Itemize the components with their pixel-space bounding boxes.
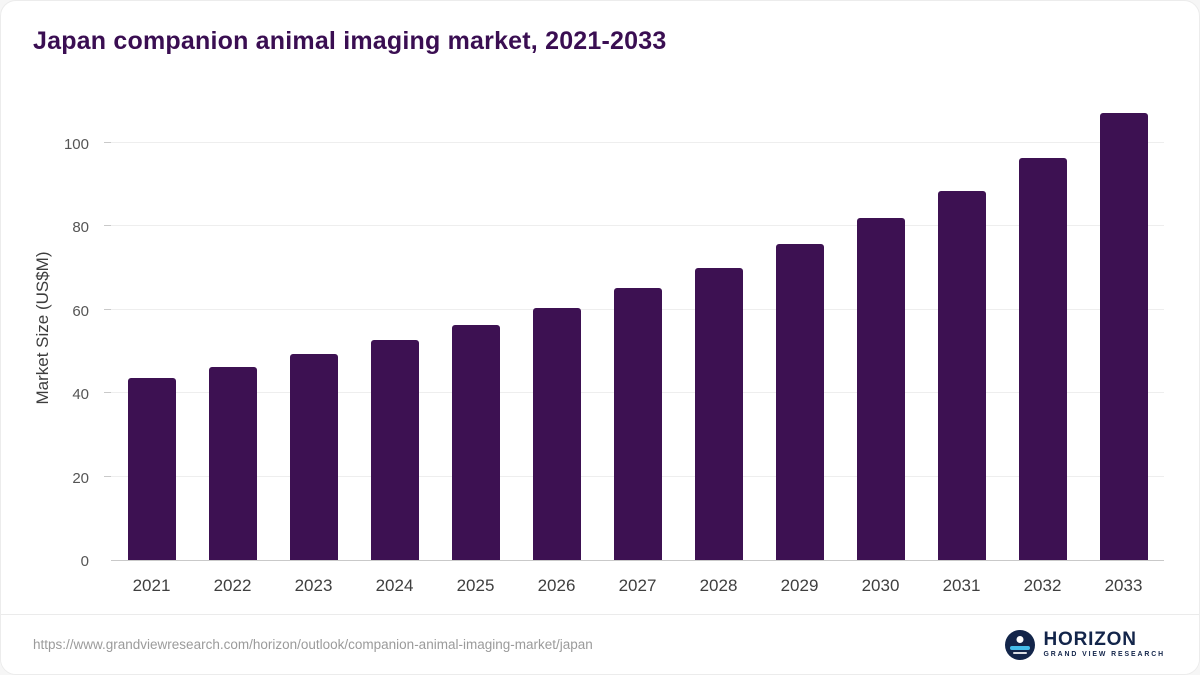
y-tick-mark: [104, 392, 111, 394]
y-axis-tick-labels: 0 20 40 60 80 100: [51, 96, 101, 570]
y-tick-mark: [104, 308, 111, 310]
y-tick-mark: [104, 142, 111, 143]
bar-2022[interactable]: [208, 367, 257, 560]
gridline: [111, 225, 1164, 227]
x-tick-label: 2026: [537, 576, 576, 595]
horizon-line2-icon: [1012, 651, 1027, 654]
x-tick-label: 2027: [618, 576, 657, 595]
y-tick-label: 40: [72, 386, 89, 404]
y-tick-label: 60: [72, 302, 89, 320]
chart-title: Japan companion animal imaging market, 2…: [33, 27, 667, 55]
bar-column: [921, 96, 1002, 560]
brand-subtitle: GRAND VIEW RESEARCH: [1043, 651, 1165, 659]
y-axis-title: Market Size (US$M): [33, 251, 52, 405]
y-tick-label: 80: [72, 219, 89, 237]
x-tick-label: 2029: [780, 576, 819, 595]
x-tick-label: 2033: [1104, 576, 1143, 595]
bar-column: [273, 96, 354, 560]
brand-name: HORIZON: [1043, 629, 1137, 651]
y-tick-label: 20: [72, 469, 89, 487]
bar-column: [1002, 96, 1083, 560]
y-tick-mark: [104, 225, 111, 227]
bar-2032[interactable]: [1018, 158, 1067, 560]
x-tick-label: 2031: [942, 576, 981, 595]
bar-column: [354, 96, 435, 560]
bar-2023[interactable]: [289, 354, 338, 560]
footer: https://www.grandviewresearch.com/horizo…: [1, 614, 1199, 674]
x-tick-label: 2023: [294, 576, 333, 595]
bar-2026[interactable]: [532, 307, 581, 560]
bar-column: [516, 96, 597, 560]
bar-column: [840, 96, 921, 560]
bar-2024[interactable]: [370, 340, 419, 560]
horizon-line-icon: [1009, 645, 1030, 650]
bar-2025[interactable]: [451, 324, 500, 560]
bar-column: [1083, 96, 1164, 560]
x-tick-label: 2025: [456, 576, 495, 595]
gridline: [111, 142, 1164, 143]
bar-column: [759, 96, 840, 560]
x-tick-label: 2030: [861, 576, 900, 595]
y-tick-label: 0: [80, 553, 89, 570]
bar-column: [111, 96, 192, 560]
brand-logo: HORIZON GRAND VIEW RESEARCH: [1004, 629, 1165, 660]
sun-dot-icon: [1016, 635, 1024, 643]
x-tick-label: 2024: [375, 576, 414, 595]
bar-column: [192, 96, 273, 560]
bar-series: [111, 96, 1164, 560]
bar-column: [597, 96, 678, 560]
bar-2021[interactable]: [127, 378, 176, 560]
y-tick-label: 100: [63, 136, 89, 153]
bar-2027[interactable]: [613, 287, 662, 560]
horizon-sunrise-circle-icon: [1004, 629, 1035, 660]
x-tick-label: 2028: [699, 576, 738, 595]
bar-2033[interactable]: [1099, 112, 1148, 560]
x-axis-tick-labels: 2021 2022 2023 2024 2025 2026 2027 2028 2029 2030…: [111, 562, 1164, 596]
x-tick-label: 2032: [1023, 576, 1062, 595]
x-tick-label: 2022: [213, 576, 252, 595]
bar-2029[interactable]: [775, 243, 824, 560]
y-tick-mark: [104, 475, 111, 477]
brand-text: HORIZON GRAND VIEW RESEARCH: [1044, 630, 1165, 659]
plot-area: [104, 96, 1164, 561]
bar-column: [678, 96, 759, 560]
bar-2028[interactable]: [694, 267, 743, 560]
bar-column: [435, 96, 516, 560]
source-url: https://www.grandviewresearch.com/horizo…: [33, 637, 593, 652]
bar-2031[interactable]: [937, 190, 986, 560]
x-tick-label: 2021: [132, 576, 171, 595]
bar-2030[interactable]: [856, 218, 905, 560]
